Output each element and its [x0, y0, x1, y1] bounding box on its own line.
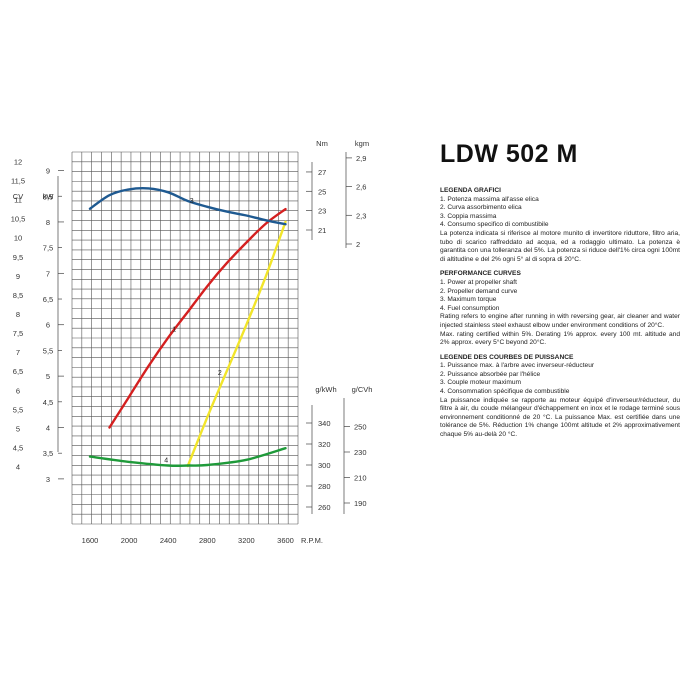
cv-tick-label: 10,5: [11, 215, 26, 224]
kw-tick-label: 7: [46, 269, 50, 278]
x-tick-label: 2000: [121, 536, 138, 545]
gkwh-tick-label: 300: [318, 461, 331, 470]
gcvh-tick-label: 190: [354, 499, 367, 508]
kgm-tick-label: 2,3: [356, 211, 366, 220]
nm-tick-label: 27: [318, 168, 326, 177]
kgm-axis-label: kgm: [355, 139, 369, 148]
nm-tick-label: 23: [318, 207, 326, 216]
kw-tick-label: 5: [46, 372, 50, 381]
cv-tick-label: 7: [16, 348, 20, 357]
chart-series: [88, 186, 287, 468]
cv-tick-label: 4: [16, 463, 20, 472]
legend-fr-item: 4. Consommation spécifique de combustibl…: [440, 388, 570, 396]
curve-2-line: [186, 220, 287, 468]
legend-fr-heading: LEGENDE DES COURBES DE PUISSANCE: [440, 353, 574, 361]
legend-en-item: 2. Propeller demand curve: [440, 287, 518, 295]
curve-4-line: [88, 447, 287, 467]
curve-4-number: 4: [164, 458, 168, 465]
cv-tick-label: 6: [16, 386, 20, 395]
gcvh-axis-label: g/CVh: [352, 385, 373, 394]
legend-fr-note: La puissance indiquée se rapporte au mot…: [440, 396, 680, 439]
x-tick-label: 3200: [238, 536, 255, 545]
kw-tick-label: 4: [46, 424, 50, 433]
cv-tick-label: 12: [14, 157, 22, 166]
kgm-tick-label: 2: [356, 240, 360, 249]
chart-grid: [71, 151, 299, 525]
kw-tick-label: 3: [46, 475, 50, 484]
cv-tick-label: 10: [14, 234, 22, 243]
cv-tick-label: 4,5: [13, 444, 23, 453]
cv-axis-label: CV: [13, 192, 23, 201]
kw-tick-label: 6: [46, 321, 50, 330]
curve-1-number: 1: [172, 327, 176, 334]
gkwh-tick-label: 340: [318, 419, 331, 428]
curve-3-line: [88, 186, 287, 226]
kgm-tick-label: 2,6: [356, 183, 366, 192]
legend-en-note-2: Max. rating certified within 5%. Deratin…: [440, 330, 680, 347]
kw-minor-tick-label: 7,5: [43, 244, 53, 253]
kw-minor-tick-label: 6,5: [43, 295, 53, 304]
gkwh-tick-label: 320: [318, 440, 331, 449]
gcvh-tick-label: 210: [354, 474, 367, 483]
legend-fr-item: 2. Puissance absorbée par l'hélice: [440, 370, 541, 378]
legend-en-item: 1. Power at propeller shaft: [440, 278, 517, 286]
kw-axis-label: kW: [43, 192, 55, 201]
cv-tick-label: 11: [14, 196, 22, 205]
legend-fr: LEGENDE DES COURBES DE PUISSANCE 1. Puis…: [440, 354, 680, 440]
legend-it-item: 2. Curva assorbimento elica: [440, 204, 522, 212]
legend-en: PERFORMANCE CURVES 1. Power at propeller…: [440, 270, 680, 347]
x-tick-label: 3600: [277, 536, 294, 545]
cv-tick-label: 5,5: [13, 405, 23, 414]
legend-it-item: 1. Potenza massima all'asse elica: [440, 195, 539, 203]
side-panel: LDW 502 M LEGENDA GRAFICI 1. Potenza mas…: [440, 140, 680, 446]
kw-minor-tick-label: 4,5: [43, 398, 53, 407]
x-axis-label: R.P.M.: [301, 536, 323, 545]
curve-number-labels: 1 2 3 4: [164, 198, 222, 465]
cv-tick-label: 11,5: [11, 177, 25, 186]
kw-tick-label: 9: [46, 167, 50, 176]
x-tick-label: 2400: [160, 536, 177, 545]
legend-fr-item: 3. Couple moteur maximum: [440, 379, 521, 387]
cv-tick-label: 7,5: [13, 329, 23, 338]
x-tick-label: 1600: [82, 536, 99, 545]
gkwh-tick-label: 260: [318, 503, 331, 512]
kw-minor-tick-label: 8,5: [43, 192, 53, 201]
curve-3-number: 3: [190, 198, 194, 205]
gcvh-tick-label: 250: [354, 423, 367, 432]
kw-tick-label: 8: [46, 218, 50, 227]
cv-tick-label: 9,5: [13, 253, 23, 262]
chart-axes: [57, 152, 352, 514]
gkwh-tick-label: 280: [318, 482, 331, 491]
legend-en-note: Rating refers to engine after running in…: [440, 313, 680, 329]
legend-en-item: 3. Maximum torque: [440, 296, 497, 304]
curve-2-number: 2: [218, 370, 222, 377]
cv-tick-label: 5: [16, 424, 20, 433]
nm-tick-label: 21: [318, 226, 326, 235]
cv-tick-label: 9: [16, 272, 20, 281]
legend-fr-item: 1. Puissance max. à l'arbre avec inverse…: [440, 362, 595, 370]
legend-it-heading: LEGENDA GRAFICI: [440, 187, 501, 194]
nm-axis-label: Nm: [316, 139, 328, 148]
legend-it-note: La potenza indicata si riferisce al moto…: [440, 229, 680, 263]
legend-en-item: 4. Fuel consumption: [440, 304, 500, 312]
legend-it-item: 4. Consumo specifico di combustibile: [440, 221, 549, 229]
gkwh-axis-label: g/kWh: [315, 385, 336, 394]
x-tick-label: 2800: [199, 536, 216, 545]
cv-tick-label: 6,5: [13, 367, 23, 376]
cv-tick-label: 8: [16, 310, 20, 319]
legend-it: LEGENDA GRAFICI 1. Potenza massima all'a…: [440, 187, 680, 264]
cv-tick-label: 8,5: [13, 291, 23, 300]
performance-chart: 1600 2000 2400 2800 3200 3600 R.P.M.CV1211,511…: [11, 139, 373, 545]
nm-tick-label: 25: [318, 187, 326, 196]
legend-it-item: 3. Coppia massima: [440, 212, 497, 220]
gcvh-tick-label: 230: [354, 448, 367, 457]
kw-minor-tick-label: 5,5: [43, 346, 53, 355]
legend-en-heading: PERFORMANCE CURVES: [440, 270, 521, 278]
kgm-tick-label: 2,9: [356, 154, 366, 163]
curve-1-line: [108, 207, 287, 429]
model-title: LDW 502 M: [440, 140, 578, 168]
kw-minor-tick-label: 3,5: [43, 449, 53, 458]
tick-labels: 1600 2000 2400 2800 3200 3600 R.P.M.CV1211,511…: [11, 139, 373, 545]
